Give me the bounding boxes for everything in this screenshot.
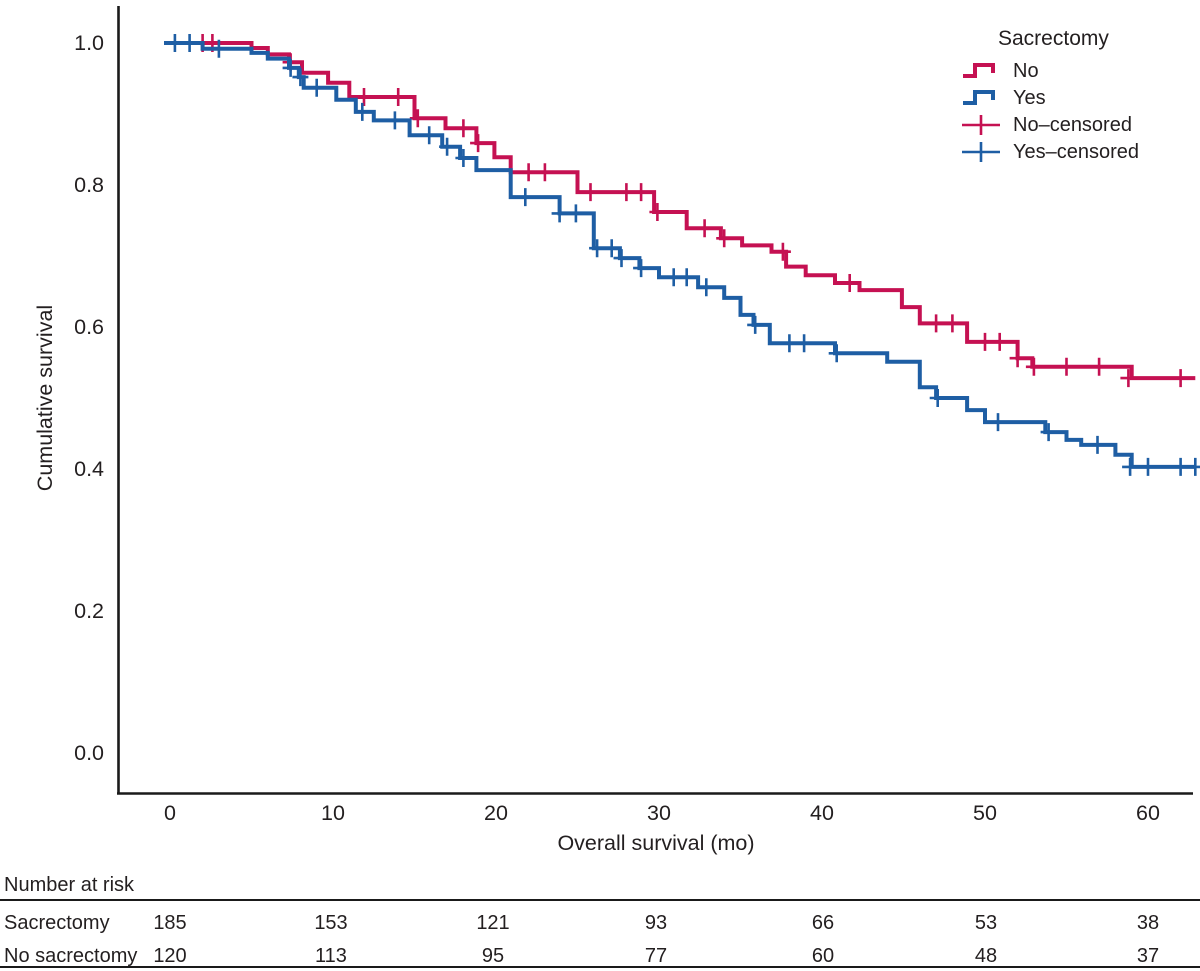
risk-value: 48 xyxy=(974,945,998,967)
legend-entry-yes: Yes xyxy=(960,84,1139,111)
x-axis-title: Overall survival (mo) xyxy=(557,831,754,855)
risk-value: 153 xyxy=(314,912,348,934)
km-curve-no xyxy=(164,41,1196,381)
x-tick-label: 30 xyxy=(647,801,671,825)
x-tick-label: 20 xyxy=(484,801,508,825)
risk-value: 121 xyxy=(476,912,510,934)
risk-value: 38 xyxy=(1136,912,1160,934)
axis-lines xyxy=(117,6,1193,795)
plus-marker-icon xyxy=(962,141,1000,162)
legend-entry-no: No xyxy=(960,57,1139,84)
km-curve-yes xyxy=(164,41,1196,469)
legend-label: No xyxy=(1013,59,1039,82)
risk-value: 66 xyxy=(811,912,835,934)
risk-table-bottom-rule xyxy=(0,966,1200,968)
y-axis-title: Cumulative survival xyxy=(33,305,57,491)
x-tick-label: 40 xyxy=(810,801,834,825)
legend-label: Yes xyxy=(1013,86,1046,109)
y-tick-label: 0.8 xyxy=(74,173,104,197)
risk-value: 93 xyxy=(644,912,668,934)
risk-value: 37 xyxy=(1136,945,1160,967)
km-chart-plot: 1.0 0.8 0.6 0.4 0.2 0.0 0 10 20 30 40 50 60 Overall s… xyxy=(33,6,1200,855)
x-tick-label: 50 xyxy=(973,801,997,825)
risk-table-header: Number at risk xyxy=(4,874,135,896)
risk-value: 53 xyxy=(974,912,998,934)
step-line-icon xyxy=(963,89,995,105)
y-tick-label: 0.6 xyxy=(74,315,104,339)
legend-title: Sacrectomy xyxy=(998,27,1109,50)
y-tick-label: 0.2 xyxy=(74,599,104,623)
risk-value: 95 xyxy=(481,945,505,967)
risk-row-label: Sacrectomy xyxy=(4,912,110,934)
y-tick-label: 0.0 xyxy=(74,741,104,765)
risk-value: 113 xyxy=(315,945,347,967)
legend-entry-yes-censored: Yes–censored xyxy=(960,138,1139,165)
risk-row-label: No sacrectomy xyxy=(4,945,138,967)
risk-table-top-rule xyxy=(0,899,1200,901)
legend-entry-no-censored: No–censored xyxy=(960,111,1139,138)
step-line-icon xyxy=(963,62,995,78)
legend-label: Yes–censored xyxy=(1013,140,1140,163)
y-tick-label: 0.4 xyxy=(74,457,104,481)
plus-marker-icon xyxy=(962,114,1000,135)
risk-value: 77 xyxy=(644,945,668,967)
legend-label: No–censored xyxy=(1013,113,1132,136)
chart-legend: Sacrectomy No Yes No–censored Yes–censor… xyxy=(960,26,1139,165)
risk-value: 185 xyxy=(153,912,187,934)
censor-marks-yes xyxy=(166,34,1200,476)
x-tick-label: 10 xyxy=(321,801,345,825)
x-tick-label: 60 xyxy=(1136,801,1160,825)
risk-value: 60 xyxy=(811,945,835,967)
x-tick-label: 0 xyxy=(164,801,176,825)
y-tick-label: 1.0 xyxy=(74,31,104,55)
risk-value: 120 xyxy=(153,945,187,967)
